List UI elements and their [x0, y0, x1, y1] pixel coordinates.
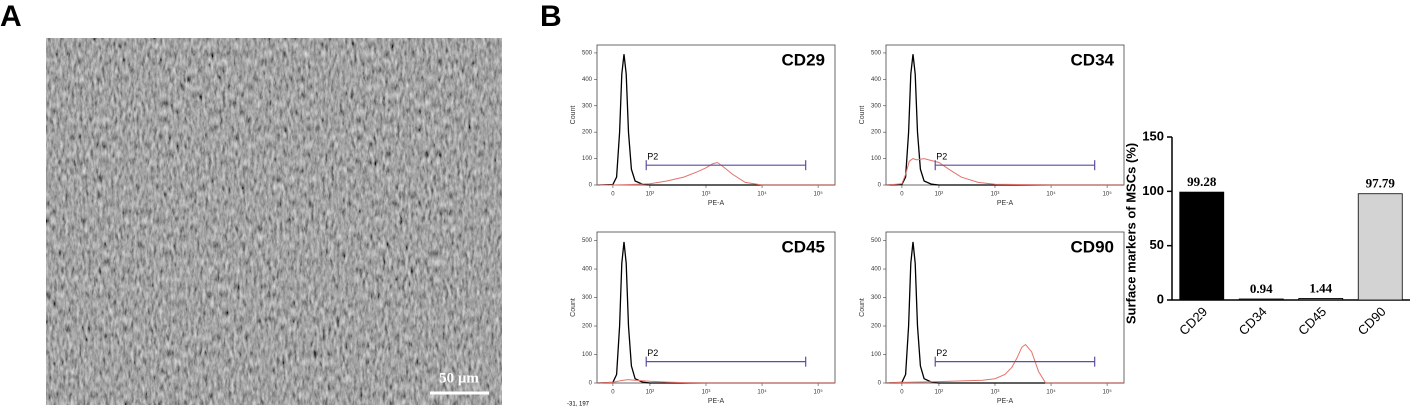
y-tick-label: 500: [582, 51, 593, 57]
histogram-curve: [887, 343, 1124, 384]
y-tick-label: 100: [582, 352, 593, 358]
gate-label: P2: [647, 348, 658, 358]
y-tick-label: 100: [871, 156, 882, 162]
x-tick-label: 0: [611, 390, 615, 396]
scale-bar-label: 50 μm: [439, 370, 479, 386]
gate-label: P2: [936, 348, 947, 358]
x-tick-label: 10²: [646, 192, 655, 198]
y-tick-label: 0: [589, 381, 593, 387]
x-tick-label: 10⁵: [814, 191, 824, 198]
x-tick-label: CD34: [1236, 304, 1270, 338]
histogram-curve: [598, 54, 835, 186]
panel-title: CD45: [782, 237, 825, 256]
y-tick-label: 300: [582, 103, 593, 109]
y-tick-label: 500: [871, 238, 882, 244]
bar: [1357, 193, 1403, 301]
x-tick-label: CD29: [1176, 304, 1210, 338]
y-tick-label: 500: [871, 51, 882, 57]
y-tick-label: 100: [582, 156, 593, 162]
x-tick-label: 10³: [991, 192, 1000, 198]
y-tick-label: 400: [871, 77, 882, 83]
y-tick-label: 400: [582, 267, 593, 273]
gate-label: P2: [936, 152, 947, 162]
y-tick-label: 0: [1157, 291, 1164, 306]
y-tick-label: 150: [1142, 128, 1164, 143]
bar: [1179, 191, 1225, 301]
bar: [1298, 298, 1344, 301]
histogram-curve: [887, 54, 1124, 186]
x-tick-label: 10³: [702, 390, 711, 396]
y-tick-label: 300: [582, 295, 593, 301]
y-tick-label: 300: [871, 103, 882, 109]
histogram-curve: [598, 379, 835, 384]
y-tick-label: 500: [582, 238, 593, 244]
y-axis-label: Count: [570, 298, 577, 317]
y-tick-label: 400: [582, 77, 593, 83]
panel-title: CD90: [1071, 237, 1114, 256]
y-tick-label: 100: [1142, 183, 1164, 198]
y-tick-label: 200: [582, 130, 593, 136]
x-axis-label: PE-A: [997, 398, 1014, 405]
gate-label: P2: [647, 152, 658, 162]
x-tick-label: 0: [900, 390, 904, 396]
x-tick-label: CD45: [1295, 304, 1329, 338]
panel-label: B: [540, 0, 562, 33]
y-axis-label: Surface markers of MSCs (%): [1123, 143, 1138, 324]
x-tick-label: 10²: [935, 192, 944, 198]
x-axis-label: PE-A: [997, 200, 1014, 207]
value-label: 99.28: [1187, 174, 1217, 189]
y-tick-label: 0: [589, 183, 593, 189]
value-label: 97.79: [1366, 176, 1396, 191]
x-tick-label: 10²: [935, 390, 944, 396]
x-tick-label: 10⁴: [1046, 191, 1056, 198]
y-tick-label: 400: [871, 267, 882, 273]
y-tick-label: 200: [582, 324, 593, 330]
x-axis-label: PE-A: [708, 398, 725, 405]
x-tick-label: 10⁴: [757, 191, 767, 198]
y-axis-label: Count: [859, 298, 866, 317]
histogram-curve: [598, 161, 835, 186]
y-axis-label: Count: [859, 106, 866, 125]
panel-title: CD34: [1071, 50, 1115, 69]
y-tick-label: 200: [871, 324, 882, 330]
panel-title: CD29: [782, 50, 825, 69]
x-tick-label: 0: [900, 192, 904, 198]
x-tick-label: 10⁴: [1046, 389, 1056, 396]
y-tick-label: 200: [871, 130, 882, 136]
value-label: 1.44: [1309, 280, 1332, 295]
bar: [1238, 298, 1284, 301]
x-tick-label: 10⁵: [1103, 389, 1113, 396]
x-tick-label: 10³: [702, 192, 711, 198]
value-label: 0.94: [1250, 281, 1273, 296]
x-tick-label: 10²: [646, 390, 655, 396]
x-tick-label: CD90: [1355, 304, 1389, 338]
y-axis-label: Count: [570, 106, 577, 125]
y-tick-label: 100: [871, 352, 882, 358]
histogram-curve: [887, 158, 1124, 186]
y-tick-label: 0: [878, 183, 882, 189]
cursor-readout: -31, 197: [567, 402, 590, 407]
micrograph-texture: [46, 38, 502, 405]
x-tick-label: 10⁵: [1103, 191, 1113, 198]
x-tick-label: 10⁵: [814, 389, 824, 396]
y-tick-label: 50: [1150, 237, 1164, 252]
histogram-curve: [887, 241, 1124, 384]
histogram-curve: [598, 241, 835, 384]
y-tick-label: 0: [878, 381, 882, 387]
x-axis-label: PE-A: [708, 200, 725, 207]
panel-label: A: [0, 0, 22, 33]
x-tick-label: 10⁴: [757, 389, 767, 396]
x-tick-label: 0: [611, 192, 615, 198]
x-tick-label: 10³: [991, 390, 1000, 396]
y-tick-label: 300: [871, 295, 882, 301]
